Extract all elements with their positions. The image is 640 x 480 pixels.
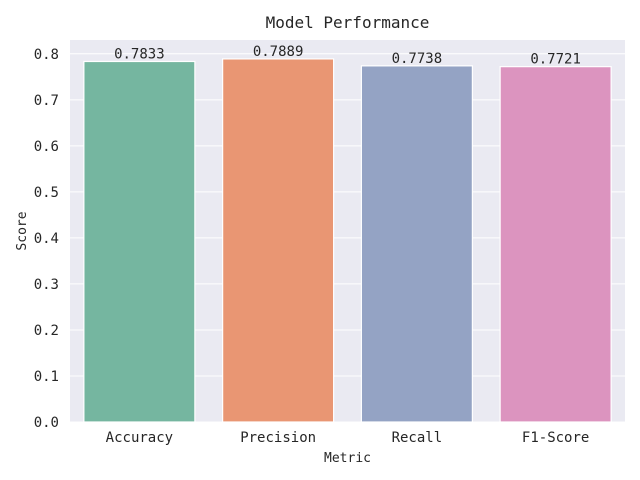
data-label: 0.7833 — [114, 46, 165, 62]
y-tick-label: 0.1 — [34, 369, 59, 385]
data-label: 0.7721 — [530, 52, 581, 68]
data-label: 0.7889 — [253, 44, 304, 60]
bar-precision — [222, 58, 335, 423]
bar-f1-score — [499, 66, 612, 423]
bar-accuracy — [83, 60, 196, 423]
y-tick-label: 0.5 — [34, 185, 59, 201]
x-axis-ticks: Accuracy Precision Recall F1-Score — [106, 430, 590, 446]
x-tick-label: F1-Score — [522, 430, 589, 446]
y-tick-label: 0.8 — [34, 47, 59, 63]
bars — [83, 58, 612, 423]
x-tick-label: Precision — [240, 430, 316, 446]
x-axis-label: Metric — [324, 451, 371, 466]
y-tick-label: 0.3 — [34, 277, 59, 293]
y-tick-label: 0.7 — [34, 93, 59, 109]
y-tick-label: 0.2 — [34, 323, 59, 339]
y-tick-label: 0.4 — [34, 231, 59, 247]
data-labels: 0.7833 0.7889 0.7738 0.7721 — [114, 44, 581, 68]
data-label: 0.7738 — [392, 51, 443, 67]
y-tick-label: 0.6 — [34, 139, 59, 155]
x-tick-label: Recall — [392, 430, 443, 446]
chart-title: Model Performance — [266, 13, 430, 32]
x-tick-label: Accuracy — [106, 430, 173, 446]
y-axis-label: Score — [15, 211, 30, 250]
bar-recall — [360, 65, 473, 423]
y-axis-ticks: 0.0 0.1 0.2 0.3 0.4 0.5 0.6 0.7 0.8 — [34, 47, 59, 431]
y-tick-label: 0.0 — [34, 415, 59, 431]
